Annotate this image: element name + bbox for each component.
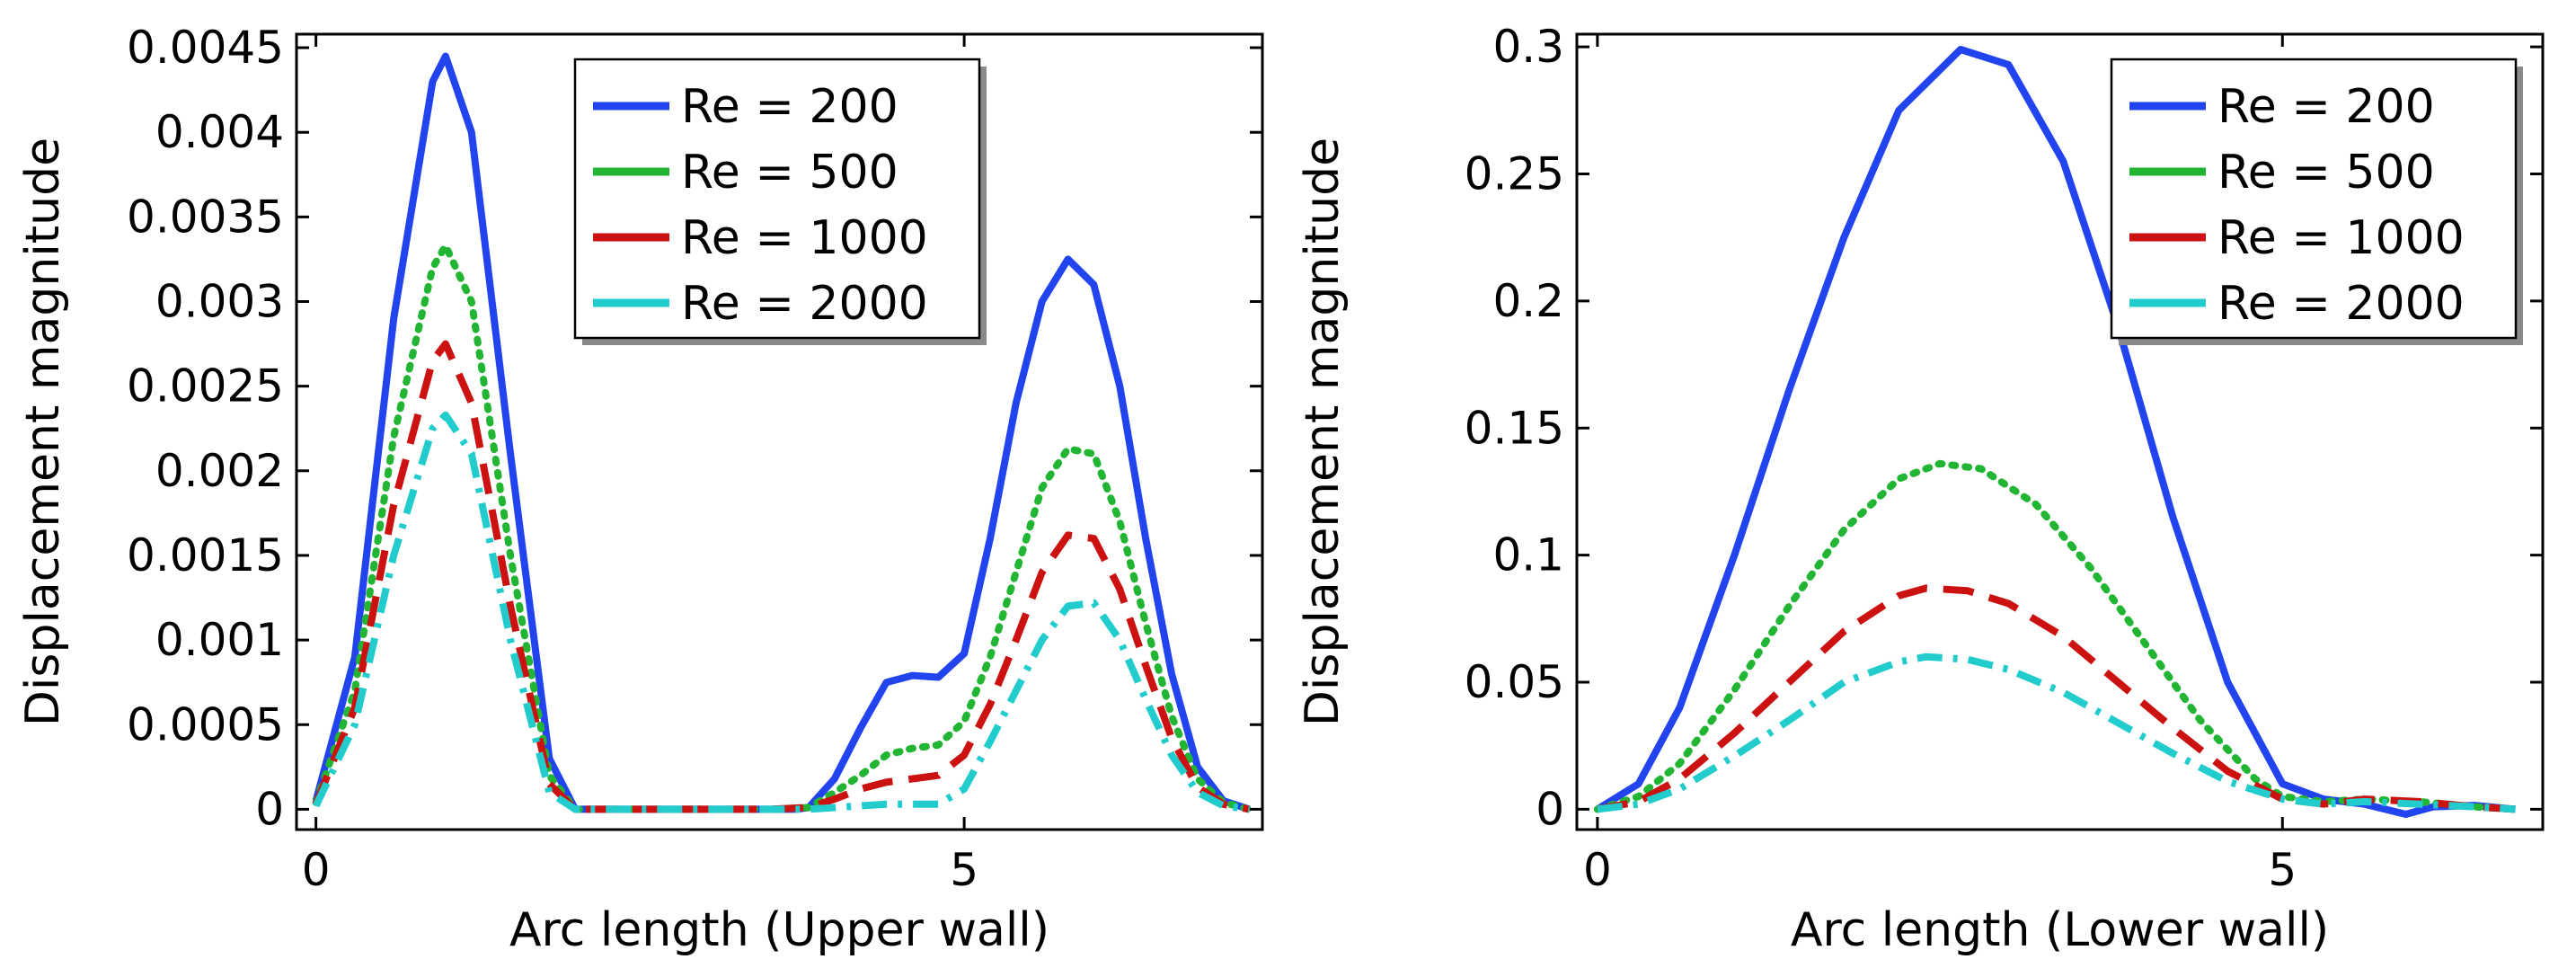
y-tick-label: 0.001 <box>155 614 284 666</box>
y-tick-label: 0.003 <box>155 276 284 328</box>
y-tick-label: 0.0045 <box>127 22 284 74</box>
y-tick-label: 0.15 <box>1465 402 1564 454</box>
legend-label: Re = 200 <box>681 80 899 134</box>
upper-wall-chart: 0 0.0005 0.001 0.0015 0.002 0.0025 0.003 0.0035… <box>16 22 1264 957</box>
y-tick-label: 0.3 <box>1492 21 1564 73</box>
y-tick-label: 0.0015 <box>127 529 284 582</box>
y-tick-label: 0.0035 <box>127 191 284 243</box>
x-axis-title: Arc length (Lower wall) <box>1791 903 2329 957</box>
legend-label: Re = 2000 <box>2217 277 2465 331</box>
series-line-re-500 <box>1593 459 2519 813</box>
series-lines <box>1593 46 2519 818</box>
y-tick-label: 0.05 <box>1465 656 1564 708</box>
x-tick-label: 5 <box>950 844 978 896</box>
series-lines <box>312 52 1253 813</box>
legend-label: Re = 2000 <box>681 277 928 331</box>
legend-label: Re = 200 <box>2217 80 2435 134</box>
legend-label: Re = 1000 <box>681 211 928 265</box>
plot-frame <box>295 32 1264 831</box>
y-tick-label: 0.002 <box>155 445 284 497</box>
series-line-re-1000 <box>1597 584 2516 813</box>
legend-label: Re = 500 <box>681 146 899 200</box>
lower-wall-chart: 0 0.05 0.1 0.15 0.2 0.25 0.3 0 5 Arc length (Lowe… <box>1296 21 2545 957</box>
x-axis-title: Arc length (Upper wall) <box>509 903 1049 957</box>
y-tick-label: 0.1 <box>1492 529 1564 582</box>
x-tick-label: 5 <box>2268 844 2297 896</box>
series-line-re-200 <box>312 52 1251 813</box>
x-tick-label: 0 <box>302 844 331 896</box>
y-tick-label: 0 <box>255 783 284 835</box>
y-axis-title: Displacement magnitude <box>1296 138 1350 726</box>
y-tick-label: 0.0025 <box>127 360 284 413</box>
legend: Re = 200 Re = 500 Re = 1000 Re = 2000 <box>573 58 987 345</box>
y-tick-label: 0.25 <box>1465 148 1564 200</box>
series-line-re-2000 <box>312 411 1251 813</box>
y-tick-label: 0.2 <box>1492 275 1564 327</box>
series-line-re-500 <box>312 242 1253 813</box>
legend-label: Re = 1000 <box>2217 211 2465 265</box>
series-line-re-1000 <box>312 340 1251 813</box>
y-tick-label: 0.004 <box>155 106 284 158</box>
series-line-re-200 <box>1595 46 2516 818</box>
y-tick-label: 0 <box>1536 783 1564 835</box>
legend-label: Re = 500 <box>2217 146 2435 200</box>
series-line-re-2000 <box>1597 653 2516 813</box>
y-axis-title: Displacement magnitude <box>16 138 70 726</box>
plot-frame <box>1575 32 2545 831</box>
y-tick-label: 0.0005 <box>127 698 284 750</box>
legend: Re = 200 Re = 500 Re = 1000 Re = 2000 <box>2110 58 2523 345</box>
x-tick-label: 0 <box>1583 844 1612 896</box>
